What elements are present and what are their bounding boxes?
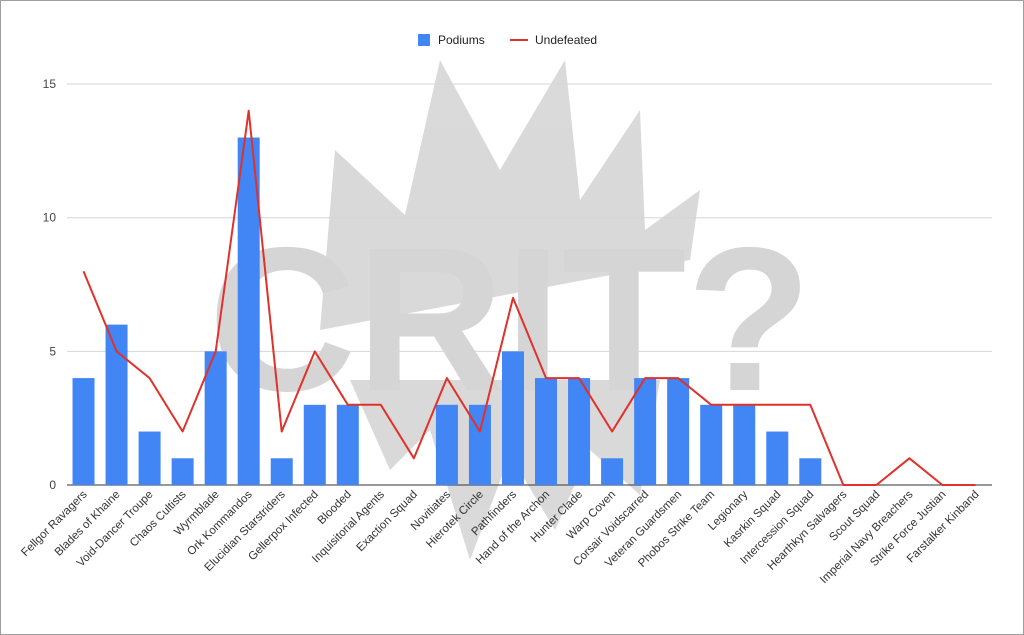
- podiums-bars: [72, 137, 822, 485]
- bar-podiums-7: [303, 404, 326, 485]
- bar-podiums-12: [468, 404, 491, 485]
- x-tick-label-10: Exaction Squad: [355, 489, 420, 554]
- bar-podiums-20: [733, 404, 756, 485]
- legend-undefeated-label: Undefeated: [535, 33, 597, 47]
- y-tick-label-15: 15: [43, 77, 57, 91]
- bar-podiums-18: [667, 378, 690, 485]
- bar-podiums-16: [601, 458, 624, 485]
- bar-podiums-15: [568, 378, 591, 485]
- y-tick-label-5: 5: [49, 344, 56, 358]
- bar-podiums-6: [270, 458, 293, 485]
- bar-podiums-19: [700, 404, 723, 485]
- y-axis-ticks: 0 5 10 15: [43, 77, 57, 492]
- y-tick-label-10: 10: [43, 211, 57, 225]
- y-tick-label-0: 0: [49, 478, 56, 492]
- bar-podiums-1: [105, 324, 128, 485]
- bar-podiums-13: [501, 351, 524, 485]
- bar-podiums-5: [237, 137, 260, 485]
- bar-podiums-4: [204, 351, 227, 485]
- bar-podiums-17: [634, 378, 657, 485]
- legend-podiums-label: Podiums: [438, 33, 485, 47]
- bar-podiums-21: [766, 431, 789, 485]
- bar-podiums-8: [336, 404, 359, 485]
- x-tick-label-21: Kasrkin Squad: [722, 489, 783, 550]
- bar-podiums-0: [72, 378, 95, 485]
- bar-podiums-3: [171, 458, 194, 485]
- bar-podiums-22: [799, 458, 822, 485]
- bar-podiums-2: [138, 431, 161, 485]
- bar-podiums-14: [535, 378, 558, 485]
- undefeated-line: [82, 109, 976, 486]
- bar-podiums-11: [435, 404, 458, 485]
- legend-podiums-swatch: [418, 34, 430, 46]
- undefeated-line-group: [82, 109, 976, 486]
- legend: Podiums Undefeated: [418, 33, 597, 47]
- crown-burst-shape: [320, 60, 700, 330]
